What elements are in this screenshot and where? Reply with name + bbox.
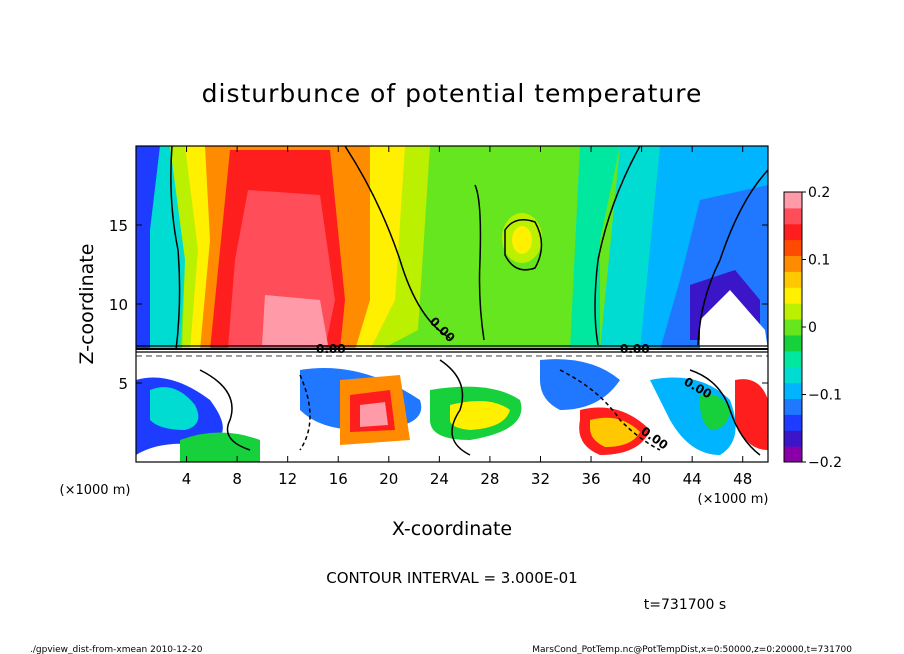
colorbar-swatch bbox=[784, 350, 802, 368]
contour-label: 0.00 bbox=[316, 342, 346, 356]
warm-region-lightpink bbox=[262, 295, 328, 345]
band-yellow-mid bbox=[450, 401, 510, 430]
x-unit-right: (×1000 m) bbox=[698, 492, 769, 507]
y-tick-label: 5 bbox=[118, 375, 128, 393]
colorbar-swatch bbox=[784, 239, 802, 257]
colorbar-swatch bbox=[784, 430, 802, 447]
x-unit-left: (×1000 m) bbox=[60, 483, 131, 498]
contour-zero-right bbox=[594, 146, 641, 346]
colorbar-swatch bbox=[784, 255, 802, 272]
right-region-lightgreen bbox=[570, 146, 620, 350]
colorbar-swatch bbox=[784, 271, 802, 288]
x-tick-label: 20 bbox=[379, 470, 398, 488]
colorbar-tick-label: −0.2 bbox=[808, 455, 842, 471]
contour-label: 0.00 bbox=[620, 342, 650, 356]
colorbar-swatch bbox=[784, 334, 802, 352]
footer-right: MarsCond_PotTemp.nc@PotTempDist,x=0:5000… bbox=[532, 645, 852, 654]
band-pink-mid bbox=[360, 402, 388, 427]
colorbar-swatch bbox=[784, 382, 802, 399]
band-blue-right bbox=[540, 359, 620, 410]
colorbar-tick-label: 0.2 bbox=[808, 185, 830, 201]
band-cyan-left bbox=[150, 387, 199, 430]
footer-left: ./gpview_dist-from-xmean 2010-12-20 bbox=[30, 645, 203, 654]
colorbar-tick-label: 0.1 bbox=[808, 253, 830, 269]
contour-zero-farright bbox=[697, 169, 768, 346]
colorbar-swatch bbox=[784, 366, 802, 384]
contour-lower-4 bbox=[559, 369, 661, 451]
chart-title: disturbunce of potential temperature bbox=[202, 79, 703, 108]
colorbar bbox=[784, 192, 802, 463]
colorbar-swatch bbox=[784, 319, 802, 336]
x-tick-label: 48 bbox=[733, 470, 752, 488]
y-tick-label: 10 bbox=[109, 296, 128, 314]
colorbar-tick-label: 0 bbox=[808, 320, 817, 336]
contour-interval-text: CONTOUR INTERVAL = 3.000E-01 bbox=[326, 569, 577, 587]
band-green-farright bbox=[700, 394, 730, 430]
right-region-gap bbox=[700, 290, 768, 350]
band-red-farright bbox=[735, 379, 768, 450]
heatmap-field: 0.000.00 0.000.000.00 bbox=[136, 146, 768, 462]
colorbar-swatch bbox=[784, 223, 802, 241]
x-tick-label: 12 bbox=[278, 470, 297, 488]
colorbar-ticks: 0.2 0.1 0 −0.1 −0.2 bbox=[802, 185, 842, 471]
colorbar-swatch bbox=[784, 398, 802, 415]
upper-field bbox=[136, 146, 768, 351]
colorbar-swatch bbox=[784, 192, 802, 209]
colorbar-tick-label: −0.1 bbox=[808, 388, 842, 404]
colorbar-swatch bbox=[784, 303, 802, 320]
contour-zero-left bbox=[170, 146, 181, 351]
contour-zero-blob bbox=[504, 219, 543, 271]
lower-field bbox=[136, 350, 768, 462]
contour-lines bbox=[170, 146, 768, 456]
contour-zero-mid bbox=[344, 146, 451, 339]
y-tick-label: 15 bbox=[109, 217, 128, 235]
colorbar-swatch bbox=[784, 207, 802, 225]
band-orange-right bbox=[590, 417, 640, 447]
x-tick-label: 32 bbox=[531, 470, 550, 488]
contour-lower-5 bbox=[689, 369, 761, 456]
left-region-blue bbox=[136, 146, 160, 350]
x-tick-label: 4 bbox=[182, 470, 192, 488]
x-tick-label: 36 bbox=[581, 470, 600, 488]
colorbar-swatch bbox=[784, 414, 802, 431]
x-tick-label: 24 bbox=[430, 470, 449, 488]
x-axis: 4 8 12 16 20 24 28 32 36 40 44 48 bbox=[182, 146, 752, 488]
colorbar-swatch bbox=[784, 287, 802, 304]
x-tick-label: 44 bbox=[683, 470, 702, 488]
x-tick-label: 8 bbox=[232, 470, 242, 488]
x-axis-label: X-coordinate bbox=[392, 518, 512, 540]
contour-lower-1 bbox=[199, 369, 251, 451]
colorbar-swatch bbox=[784, 446, 802, 463]
contour-lower-3 bbox=[439, 359, 471, 456]
y-axis: 5 10 15 bbox=[109, 217, 768, 393]
y-axis-label: Z-coordinate bbox=[76, 244, 98, 365]
contour-lower-2 bbox=[299, 374, 311, 451]
shear-band bbox=[136, 345, 768, 357]
time-text: t=731700 s bbox=[644, 597, 726, 613]
x-tick-label: 16 bbox=[329, 470, 348, 488]
x-tick-label: 40 bbox=[632, 470, 651, 488]
blob-yellow bbox=[512, 226, 532, 254]
contour-zero-island bbox=[474, 184, 485, 341]
band-green-lowerleft bbox=[180, 432, 260, 462]
x-tick-label: 28 bbox=[480, 470, 499, 488]
